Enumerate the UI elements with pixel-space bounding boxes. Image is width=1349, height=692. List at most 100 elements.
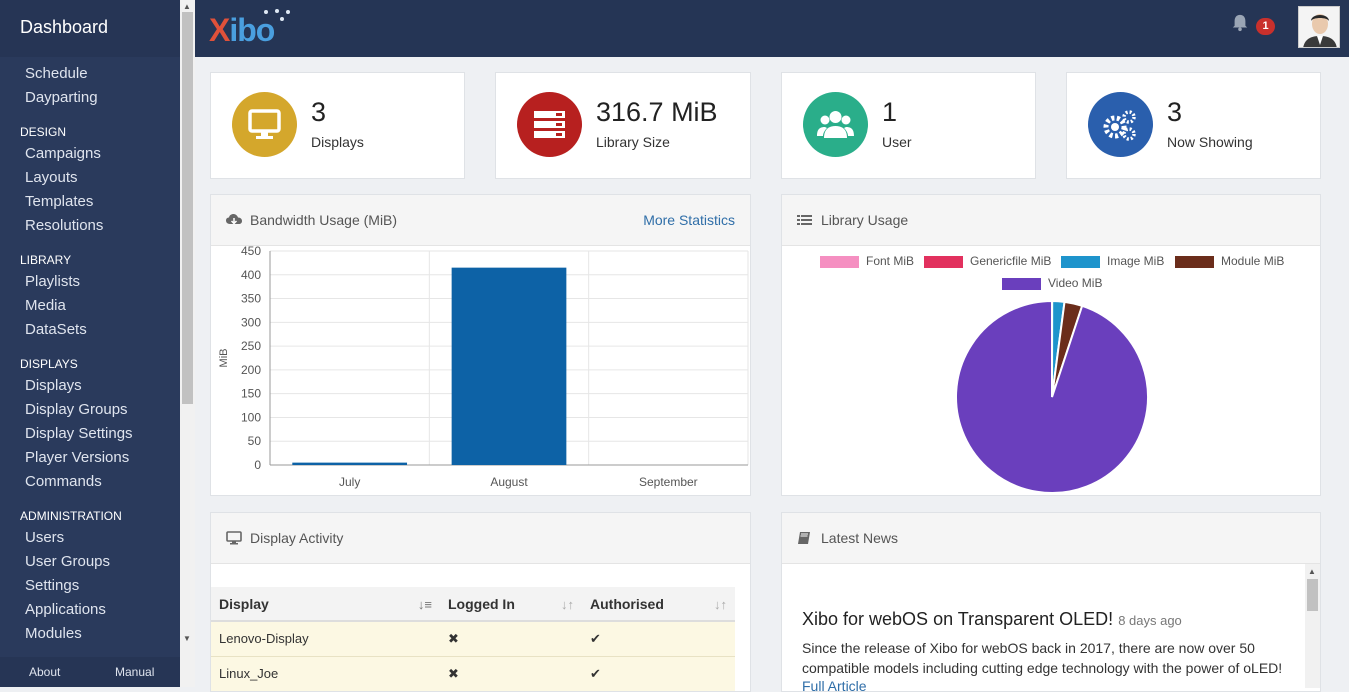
news-headline[interactable]: Xibo for webOS on Transparent OLED! bbox=[802, 609, 1113, 629]
legend-swatch[interactable] bbox=[1061, 256, 1100, 268]
stat-value: 3 bbox=[311, 97, 326, 128]
legend-label[interactable]: Image MiB bbox=[1107, 254, 1164, 268]
authorised-check-icon: ✔ bbox=[582, 621, 735, 656]
stat-card-now-showing[interactable]: 3 Now Showing bbox=[1066, 72, 1321, 179]
sidebar-item-layouts[interactable]: Layouts bbox=[0, 167, 180, 191]
sidebar-item-display-settings[interactable]: Display Settings bbox=[0, 423, 180, 447]
y-tick-label: 300 bbox=[241, 315, 261, 329]
avatar[interactable] bbox=[1298, 6, 1340, 48]
sidebar-title[interactable]: Dashboard bbox=[0, 0, 180, 57]
sidebar-item-applications[interactable]: Applications bbox=[0, 599, 180, 623]
display-activity-table-wrap: Display↓≡ Logged In↓↑ Authorised↓↑ Lenov… bbox=[211, 587, 735, 692]
bell-icon[interactable] bbox=[1231, 14, 1249, 32]
sidebar-item-player-versions[interactable]: Player Versions bbox=[0, 447, 180, 471]
y-tick-label: 200 bbox=[241, 363, 261, 377]
stat-circle bbox=[232, 92, 297, 157]
more-statistics-link[interactable]: More Statistics bbox=[643, 212, 735, 228]
sidebar-section-heading: LIBRARY bbox=[0, 249, 180, 271]
legend-swatch[interactable] bbox=[924, 256, 963, 268]
scroll-up-arrow-icon[interactable]: ▲ bbox=[1308, 567, 1316, 576]
news-scrollbar[interactable]: ▲ bbox=[1305, 564, 1320, 688]
stat-value: 1 bbox=[882, 97, 897, 128]
scroll-up-arrow-icon[interactable]: ▲ bbox=[183, 2, 191, 11]
stat-card-library-size[interactable]: 316.7 MiB Library Size bbox=[495, 72, 751, 179]
scrollbar-thumb[interactable] bbox=[182, 12, 193, 404]
bar bbox=[452, 268, 567, 465]
legend-label[interactable]: Genericfile MiB bbox=[970, 254, 1051, 268]
list-icon bbox=[797, 213, 813, 227]
panel-title: Library Usage bbox=[821, 212, 908, 228]
sidebar-item-dayparting[interactable]: Dayparting bbox=[0, 87, 180, 111]
logged-in-cross-icon: ✖ bbox=[440, 621, 582, 656]
stat-card-users[interactable]: 1 User bbox=[781, 72, 1036, 179]
column-header-logged-in[interactable]: Logged In↓↑ bbox=[440, 587, 582, 621]
desktop-icon bbox=[226, 531, 242, 545]
y-tick-label: 150 bbox=[241, 387, 261, 401]
latest-news-panel: Latest News Xibo for webOS on Transparen… bbox=[781, 512, 1321, 692]
sidebar-item-user-groups[interactable]: User Groups bbox=[0, 551, 180, 575]
sidebar-scrollbar[interactable]: ▲ ▼ bbox=[180, 0, 195, 687]
legend-swatch[interactable] bbox=[1002, 278, 1041, 290]
sort-icon[interactable]: ↓↑ bbox=[561, 597, 574, 612]
sidebar-item-modules[interactable]: Modules bbox=[0, 623, 180, 647]
sidebar-section-heading: DESIGN bbox=[0, 121, 180, 143]
table-row[interactable]: Linux_Joe ✖ ✔ bbox=[211, 656, 735, 691]
server-icon bbox=[517, 92, 582, 157]
sidebar-item-playlists[interactable]: Playlists bbox=[0, 271, 180, 295]
display-name: Lenovo-Display bbox=[211, 621, 440, 656]
display-activity-table: Display↓≡ Logged In↓↑ Authorised↓↑ Lenov… bbox=[211, 587, 735, 692]
panel-header: Latest News bbox=[782, 513, 1320, 564]
sidebar-item-media[interactable]: Media bbox=[0, 295, 180, 319]
sidebar-item-schedule[interactable]: Schedule bbox=[0, 63, 180, 87]
panel-title: Latest News bbox=[821, 530, 898, 546]
library-usage-panel: Library Usage Font MiB Genericfile MiB Ima… bbox=[781, 194, 1321, 496]
full-article-link[interactable]: Full Article bbox=[802, 678, 1297, 692]
sidebar-item-commands[interactable]: Commands bbox=[0, 471, 180, 495]
sidebar-item-resolutions[interactable]: Resolutions bbox=[0, 215, 180, 239]
sidebar-item-settings[interactable]: Settings bbox=[0, 575, 180, 599]
sidebar-item-displays[interactable]: Displays bbox=[0, 375, 180, 399]
legend-swatch[interactable] bbox=[820, 256, 859, 268]
y-tick-label: 100 bbox=[241, 410, 261, 424]
x-tick-label: July bbox=[339, 475, 360, 489]
pie-slice[interactable] bbox=[956, 301, 1148, 493]
table-row[interactable]: Lenovo-Display ✖ ✔ bbox=[211, 621, 735, 656]
news-age: 8 days ago bbox=[1118, 613, 1182, 628]
sidebar-item-display-groups[interactable]: Display Groups bbox=[0, 399, 180, 423]
display-activity-panel: Display Activity Display↓≡ Logged In↓↑ A… bbox=[210, 512, 751, 692]
column-header-authorised[interactable]: Authorised↓↑ bbox=[582, 587, 735, 621]
column-header-display[interactable]: Display↓≡ bbox=[211, 587, 440, 621]
about-link[interactable]: About bbox=[29, 665, 60, 679]
sort-icon[interactable]: ↓↑ bbox=[714, 597, 727, 612]
stat-card-displays[interactable]: 3 Displays bbox=[210, 72, 465, 179]
notification-badge[interactable]: 1 bbox=[1256, 18, 1275, 35]
sidebar-item-users[interactable]: Users bbox=[0, 527, 180, 551]
sort-desc-icon[interactable]: ↓≡ bbox=[418, 597, 432, 612]
legend-swatch[interactable] bbox=[1175, 256, 1214, 268]
panel-title: Display Activity bbox=[250, 530, 343, 546]
sidebar-item-templates[interactable]: Templates bbox=[0, 191, 180, 215]
manual-link[interactable]: Manual bbox=[115, 665, 154, 679]
legend-label[interactable]: Module MiB bbox=[1221, 254, 1284, 268]
display-name: Linux_Joe bbox=[211, 656, 440, 691]
sidebar-item-campaigns[interactable]: Campaigns bbox=[0, 143, 180, 167]
stat-label: Library Size bbox=[596, 134, 670, 150]
library-pie-chart bbox=[952, 299, 1152, 495]
scroll-down-arrow-icon[interactable]: ▼ bbox=[183, 634, 191, 643]
logged-in-cross-icon: ✖ bbox=[440, 656, 582, 691]
users-icon bbox=[803, 92, 868, 157]
y-tick-label: 450 bbox=[241, 246, 261, 258]
cloud-download-icon bbox=[226, 213, 242, 227]
y-tick-label: 350 bbox=[241, 292, 261, 306]
scrollbar-thumb[interactable] bbox=[1307, 579, 1318, 611]
stat-value: 316.7 MiB bbox=[596, 97, 718, 128]
legend-label[interactable]: Font MiB bbox=[866, 254, 914, 268]
sidebar-item-datasets[interactable]: DataSets bbox=[0, 319, 180, 343]
xibo-logo[interactable]: Xibo bbox=[209, 12, 274, 49]
sidebar-footer: About Manual bbox=[0, 657, 180, 687]
legend-label[interactable]: Video MiB bbox=[1048, 276, 1102, 290]
y-tick-label: 50 bbox=[248, 434, 262, 448]
panel-title: Bandwidth Usage (MiB) bbox=[250, 212, 397, 228]
